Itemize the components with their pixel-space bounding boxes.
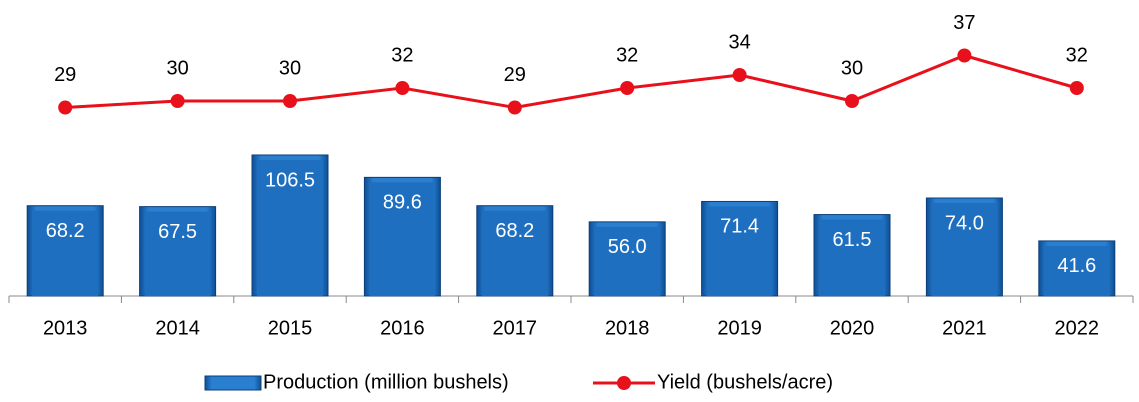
line-marker [170, 94, 185, 108]
line-marker [845, 94, 859, 108]
bar-label: 89.6 [383, 192, 422, 214]
x-tick-label: 2015 [268, 317, 313, 339]
bar-label: 61.5 [833, 229, 872, 251]
bar-label: 74.0 [945, 212, 984, 234]
bar-label: 56.0 [608, 236, 647, 258]
bar-bevel [257, 159, 323, 296]
line [65, 53, 1078, 110]
line-label: 37 [953, 12, 975, 34]
line-label: 29 [504, 64, 526, 86]
legend-label: Production (million bushels) [263, 371, 509, 393]
bar-bevel [1043, 245, 1110, 296]
bar-bevel [819, 219, 885, 296]
bar-bevel [481, 210, 548, 296]
line-marker [957, 48, 972, 63]
x-tick-label: 2017 [493, 317, 538, 339]
line-label: 32 [1066, 44, 1088, 66]
x-tick-label: 2019 [717, 317, 762, 339]
bar-bevel [931, 203, 998, 296]
legend-label: Yield (bushels/acre) [657, 371, 833, 393]
x-tick-label: 2013 [43, 317, 88, 339]
line-marker [58, 100, 73, 115]
bar-bevel [144, 211, 211, 296]
bar-label: 41.6 [1057, 255, 1096, 277]
line-label: 30 [166, 57, 188, 79]
line-marker [620, 81, 635, 95]
bar-bevel [32, 210, 99, 296]
line-marker [507, 100, 522, 115]
bar-bevel [369, 182, 436, 296]
legend-swatch [204, 375, 262, 391]
x-tick-label: 2014 [155, 317, 200, 339]
x-tick-label: 2016 [380, 317, 425, 339]
line-label: 34 [728, 31, 750, 53]
line-label: 30 [841, 57, 863, 79]
line-label: 29 [54, 64, 76, 86]
bar-bevel [706, 206, 773, 296]
line-marker [732, 68, 747, 82]
legend-marker [617, 376, 631, 390]
x-tick-label: 2021 [942, 317, 987, 339]
bar-label: 68.2 [46, 220, 85, 242]
bar-label: 106.5 [265, 169, 315, 191]
line-label: 32 [391, 44, 413, 66]
bar-label: 71.4 [720, 216, 759, 238]
bar-label: 67.5 [158, 221, 197, 243]
line-label: 30 [279, 57, 301, 79]
line-marker [395, 81, 410, 95]
line-marker [1069, 81, 1084, 95]
x-tick-label: 2022 [1055, 317, 1100, 339]
line-marker [283, 94, 297, 108]
x-tick-label: 2020 [830, 317, 875, 339]
bar-bevel [594, 226, 661, 296]
bar-label: 68.2 [495, 220, 534, 242]
line-label: 32 [616, 44, 638, 66]
x-tick-label: 2018 [605, 317, 650, 339]
